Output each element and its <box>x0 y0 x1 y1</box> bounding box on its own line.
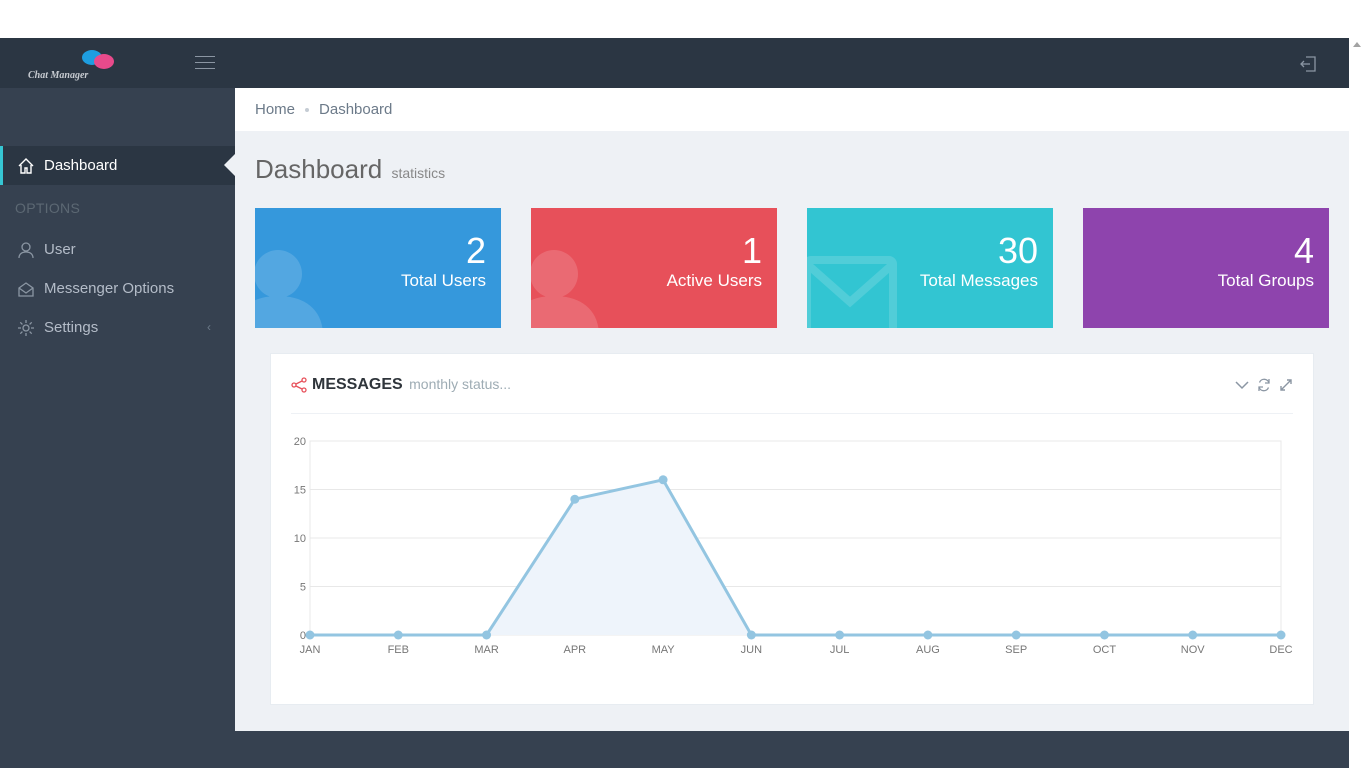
messages-portlet: MESSAGES monthly status... 0 5 10 15 20 JAN FE… <box>270 353 1314 705</box>
page-title-text: Dashboard <box>255 154 383 184</box>
logout-icon[interactable] <box>1298 54 1318 74</box>
tile-active-users[interactable]: 1 Active Users <box>531 208 777 328</box>
user-icon <box>18 241 34 258</box>
portlet-tools <box>1235 378 1293 392</box>
page-footer <box>0 731 1349 768</box>
x-tick-label: DEC <box>1269 644 1292 656</box>
app-window: Chat Manager Dashboard OPTIONS User Mess… <box>0 38 1349 768</box>
sidebar-item-label: Messenger Options <box>44 280 175 297</box>
user-icon <box>531 250 599 328</box>
x-tick-label: JUN <box>741 644 762 656</box>
breadcrumb: Home Dashboard <box>235 88 1349 131</box>
tile-value: 30 <box>997 230 1038 271</box>
data-point <box>835 630 845 640</box>
tile-total-messages[interactable]: 30 Total Messages <box>807 208 1053 328</box>
tile-value: 4 <box>1293 230 1314 271</box>
tile-label: Total Messages <box>919 271 1038 290</box>
hamburger-icon[interactable] <box>195 56 215 70</box>
data-point <box>746 630 756 640</box>
x-tick-label: JAN <box>300 644 321 656</box>
portlet-caption: MESSAGES monthly status... <box>312 376 511 394</box>
portlet-header: MESSAGES monthly status... <box>291 354 1293 414</box>
envelope-icon <box>807 256 897 328</box>
data-point <box>570 494 580 504</box>
scroll-up-arrow-icon[interactable] <box>1353 42 1361 47</box>
breadcrumb-current: Dashboard <box>319 101 393 118</box>
tile-total-users[interactable]: 2 Total Users <box>255 208 501 328</box>
x-tick-label: FEB <box>388 644 409 656</box>
x-tick-label: JUL <box>830 644 850 656</box>
x-tick-label: OCT <box>1093 644 1117 656</box>
breadcrumb-home[interactable]: Home <box>255 101 296 118</box>
sidebar-item-dashboard[interactable]: Dashboard <box>0 146 235 185</box>
data-point <box>658 475 668 485</box>
x-tick-label: MAR <box>474 644 499 656</box>
top-header: Chat Manager <box>0 38 1349 88</box>
share-icon <box>291 377 307 393</box>
gear-icon <box>18 319 34 336</box>
series-line <box>310 478 1281 637</box>
data-point <box>1099 630 1109 640</box>
logo-text: Chat Manager <box>28 70 89 81</box>
sidebar-item-messenger-options[interactable]: Messenger Options <box>0 269 235 308</box>
y-tick-label: 15 <box>294 485 306 497</box>
y-tick-label: 5 <box>300 582 306 594</box>
tile-total-groups[interactable]: 4 Total Groups <box>1083 208 1329 328</box>
sidebar-item-user[interactable]: User <box>0 230 235 269</box>
messages-chart: 0 5 10 15 20 JAN FEB MAR APR MAY JUN JUL AUG SEP OCT NO… <box>294 436 1293 656</box>
tile-value: 2 <box>465 230 486 271</box>
fullscreen-icon[interactable] <box>1279 378 1293 392</box>
tile-value: 1 <box>741 230 762 271</box>
tile-label: Total Users <box>400 271 486 290</box>
series-area <box>310 479 1281 635</box>
page-subtitle: statistics <box>391 165 446 181</box>
sidebar-heading: OPTIONS <box>15 200 81 216</box>
portlet-subtitle: monthly status... <box>409 376 512 392</box>
breadcrumb-separator <box>305 107 310 112</box>
data-point <box>923 630 933 640</box>
reload-icon[interactable] <box>1257 378 1271 392</box>
logo[interactable]: Chat Manager <box>28 48 128 84</box>
user-icon <box>255 250 323 328</box>
y-tick-label: 0 <box>300 630 306 642</box>
vertical-scrollbar[interactable] <box>1349 38 1366 768</box>
data-point <box>393 630 403 640</box>
main-content: Home Dashboard Dashboard statistics 2 To… <box>235 88 1349 731</box>
sidebar-item-label: User <box>44 241 76 258</box>
x-tick-label: AUG <box>916 644 940 656</box>
data-point <box>1011 630 1021 640</box>
envelope-open-icon <box>18 281 34 297</box>
data-point <box>305 630 315 640</box>
data-point <box>1276 630 1286 640</box>
page-title: Dashboard statistics <box>255 154 445 185</box>
tile-label: Active Users <box>666 271 762 290</box>
sidebar: Dashboard OPTIONS User Messenger Options… <box>0 88 235 768</box>
x-tick-label: APR <box>564 644 587 656</box>
sidebar-item-label: Dashboard <box>44 157 118 174</box>
x-tick-label: MAY <box>652 644 676 656</box>
tile-label: Total Groups <box>1217 271 1314 290</box>
sidebar-item-settings[interactable]: Settings <box>0 308 235 347</box>
data-point <box>1188 630 1198 640</box>
x-tick-label: NOV <box>1181 644 1206 656</box>
x-tick-label: SEP <box>1005 644 1027 656</box>
collapse-icon[interactable] <box>1235 378 1249 392</box>
home-icon <box>18 157 34 174</box>
portlet-title: MESSAGES <box>312 376 403 393</box>
data-point <box>482 630 492 640</box>
y-tick-label: 20 <box>294 436 306 448</box>
sidebar-item-label: Settings <box>44 319 99 336</box>
chat-bubble-pink <box>94 54 114 69</box>
y-tick-label: 10 <box>294 533 306 545</box>
chevron-left-icon: ‹ <box>207 320 211 334</box>
